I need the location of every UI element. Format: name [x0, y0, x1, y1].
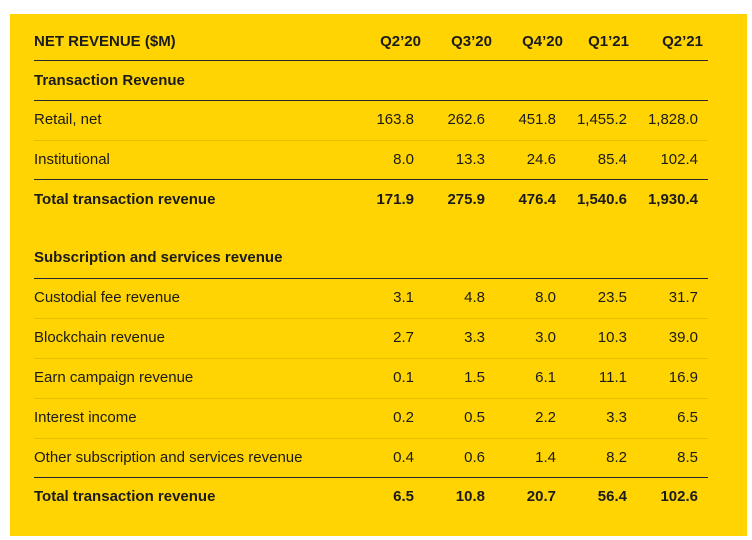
cell-value: 1,930.4	[647, 191, 698, 208]
cell-value: 0.6	[464, 449, 485, 466]
divider	[34, 60, 708, 61]
cell-value: 39.0	[668, 329, 698, 346]
cell-value: 16.9	[668, 369, 698, 386]
cell-value: 451.8	[518, 111, 556, 128]
table-row: Earn campaign revenue 0.1 1.5 6.1 11.1 1…	[34, 360, 708, 396]
divider	[34, 477, 708, 478]
cell-value: 24.6	[526, 151, 556, 168]
revenue-table-panel: NET REVENUE ($M) Q2’20 Q3’20 Q4’20 Q1’21…	[10, 14, 747, 536]
cell-value: 23.5	[597, 289, 627, 306]
divider	[34, 398, 708, 399]
column-header-q1-21: Q1’21	[588, 33, 629, 50]
cell-value: 0.4	[393, 449, 414, 466]
row-label: Institutional	[34, 151, 110, 168]
table-row: Other subscription and services revenue …	[34, 440, 708, 476]
cell-value: 8.5	[677, 449, 698, 466]
cell-value: 6.1	[535, 369, 556, 386]
cell-value: 0.2	[393, 409, 414, 426]
cell-value: 8.2	[606, 449, 627, 466]
cell-value: 476.4	[518, 191, 556, 208]
table-row: Interest income 0.2 0.5 2.2 3.3 6.5	[34, 400, 708, 436]
cell-value: 275.9	[447, 191, 485, 208]
section-heading-transaction: Transaction Revenue	[34, 63, 708, 99]
cell-value: 85.4	[597, 151, 627, 168]
cell-value: 56.4	[597, 488, 627, 505]
column-header-q2-21: Q2’21	[662, 33, 703, 50]
table-title: NET REVENUE ($M)	[34, 33, 176, 50]
row-label: Total transaction revenue	[34, 191, 216, 208]
row-label: Blockchain revenue	[34, 329, 165, 346]
section-heading-subscription: Subscription and services revenue	[34, 240, 708, 276]
divider	[34, 100, 708, 101]
table-row: Custodial fee revenue 3.1 4.8 8.0 23.5 3…	[34, 280, 708, 316]
table-row-total: Total transaction revenue 171.9 275.9 47…	[34, 182, 708, 218]
cell-value: 8.0	[535, 289, 556, 306]
cell-value: 6.5	[393, 488, 414, 505]
cell-value: 171.9	[376, 191, 414, 208]
section-title: Subscription and services revenue	[34, 249, 283, 266]
divider	[34, 318, 708, 319]
row-label: Earn campaign revenue	[34, 369, 194, 386]
row-label: Other subscription and services revenue	[34, 449, 303, 466]
cell-value: 3.3	[464, 329, 485, 346]
cell-value: 11.1	[598, 369, 627, 386]
divider	[34, 140, 708, 141]
row-label: Total transaction revenue	[34, 488, 216, 505]
column-header-q4-20: Q4’20	[522, 33, 563, 50]
table-header-row: NET REVENUE ($M) Q2’20 Q3’20 Q4’20 Q1’21…	[34, 24, 708, 60]
cell-value: 1,828.0	[647, 111, 698, 128]
divider	[34, 358, 708, 359]
cell-value: 0.5	[464, 409, 485, 426]
cell-value: 0.1	[393, 369, 414, 386]
cell-value: 2.7	[393, 329, 414, 346]
cell-value: 1,455.2	[576, 111, 627, 128]
cell-value: 3.1	[393, 289, 414, 306]
cell-value: 8.0	[393, 151, 414, 168]
cell-value: 2.2	[535, 409, 556, 426]
cell-value: 10.8	[455, 488, 485, 505]
cell-value: 1.5	[464, 369, 485, 386]
divider	[34, 179, 708, 180]
cell-value: 3.0	[535, 329, 556, 346]
cell-value: 1,540.6	[576, 191, 627, 208]
column-header-q3-20: Q3’20	[451, 33, 492, 50]
column-header-q2-20: Q2’20	[380, 33, 421, 50]
section-title: Transaction Revenue	[34, 72, 185, 89]
row-label: Interest income	[34, 409, 137, 426]
cell-value: 102.6	[660, 488, 698, 505]
table-row: Institutional 8.0 13.3 24.6 85.4 102.4	[34, 142, 708, 178]
cell-value: 163.8	[376, 111, 414, 128]
divider	[34, 278, 708, 279]
table-row-total: Total transaction revenue 6.5 10.8 20.7 …	[34, 479, 708, 515]
table-row: Blockchain revenue 2.7 3.3 3.0 10.3 39.0	[34, 320, 708, 356]
cell-value: 20.7	[526, 488, 556, 505]
cell-value: 31.7	[668, 289, 698, 306]
cell-value: 1.4	[535, 449, 556, 466]
row-label: Custodial fee revenue	[34, 289, 180, 306]
cell-value: 102.4	[660, 151, 698, 168]
cell-value: 6.5	[677, 409, 698, 426]
cell-value: 3.3	[606, 409, 627, 426]
cell-value: 10.3	[597, 329, 627, 346]
table-row: Retail, net 163.8 262.6 451.8 1,455.2 1,…	[34, 102, 708, 138]
cell-value: 13.3	[455, 151, 485, 168]
row-label: Retail, net	[34, 111, 102, 128]
divider	[34, 438, 708, 439]
cell-value: 4.8	[464, 289, 485, 306]
cell-value: 262.6	[447, 111, 485, 128]
